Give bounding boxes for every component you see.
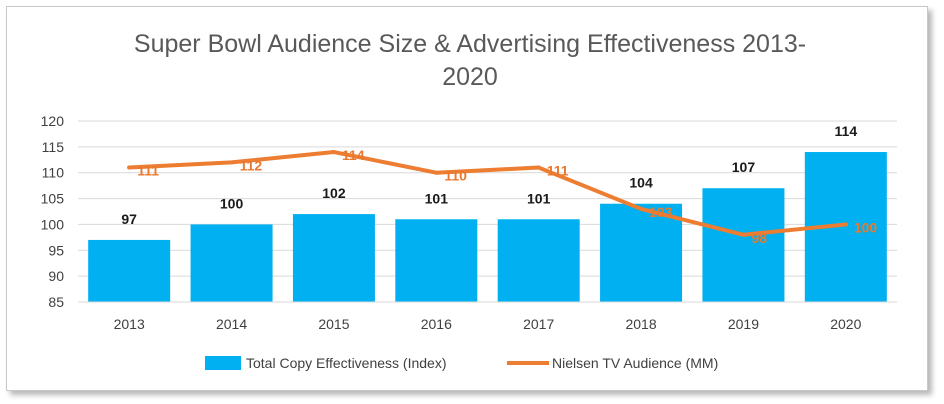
y-tick-label: 90 [48, 268, 64, 284]
x-tick-label: 2017 [523, 316, 554, 332]
y-tick-label: 115 [42, 139, 65, 155]
line-data-label: 112 [240, 157, 263, 173]
line-point [229, 160, 234, 165]
bar [292, 214, 375, 302]
x-tick-label: 2014 [216, 316, 247, 332]
line-data-label: 111 [137, 163, 159, 179]
chart-title-line-2: 2020 [442, 63, 498, 91]
bar [600, 203, 683, 302]
bar-data-label: 107 [732, 159, 756, 175]
line-point [741, 232, 746, 237]
line-point [639, 206, 644, 211]
chart-title: Super Bowl Audience Size & Advertising E… [90, 28, 850, 94]
legend-label-bar: Total Copy Effectiveness (Index) [246, 355, 447, 371]
legend-swatch-bar [205, 356, 241, 370]
x-tick-label: 2018 [625, 316, 656, 332]
y-tick-label: 100 [41, 216, 65, 232]
x-tick-label: 2013 [114, 316, 145, 332]
line-data-label: 114 [342, 147, 365, 163]
x-tick-label: 2016 [421, 316, 452, 332]
bar [702, 188, 785, 302]
line-point [434, 170, 439, 175]
legend-label-line: Nielsen TV Audience (MM) [552, 355, 718, 371]
line-point [536, 165, 541, 170]
line-data-label: 100 [854, 219, 878, 235]
bar [497, 219, 580, 302]
line-data-label: 98 [751, 230, 767, 246]
y-tick-label: 120 [41, 113, 65, 129]
bar [395, 219, 478, 302]
bar-data-label: 97 [121, 211, 137, 227]
chart-title-line-1: Super Bowl Audience Size & Advertising E… [133, 30, 807, 58]
bar [88, 239, 171, 302]
x-tick-label: 2015 [318, 316, 349, 332]
y-tick-label: 110 [42, 165, 65, 181]
y-tick-label: 105 [41, 191, 65, 207]
line-series-path [127, 150, 848, 237]
y-tick-label: 85 [48, 294, 64, 310]
line-point [843, 222, 848, 227]
bar-data-label: 114 [835, 123, 858, 139]
bar-data-label: 101 [527, 190, 551, 206]
line-data-label: 103 [649, 204, 673, 220]
line-data-label: 110 [444, 168, 467, 184]
x-tick-label: 2019 [728, 316, 759, 332]
bar-data-label: 104 [629, 175, 653, 191]
y-tick-label: 95 [48, 242, 64, 258]
line-point [331, 150, 336, 155]
bar-data-label: 100 [220, 195, 244, 211]
line-point [127, 165, 132, 170]
bar [190, 224, 273, 302]
x-tick-label: 2020 [830, 316, 861, 332]
bar-data-label: 101 [425, 190, 449, 206]
line-data-label: 111 [547, 163, 569, 179]
bar-data-label: 102 [322, 185, 346, 201]
